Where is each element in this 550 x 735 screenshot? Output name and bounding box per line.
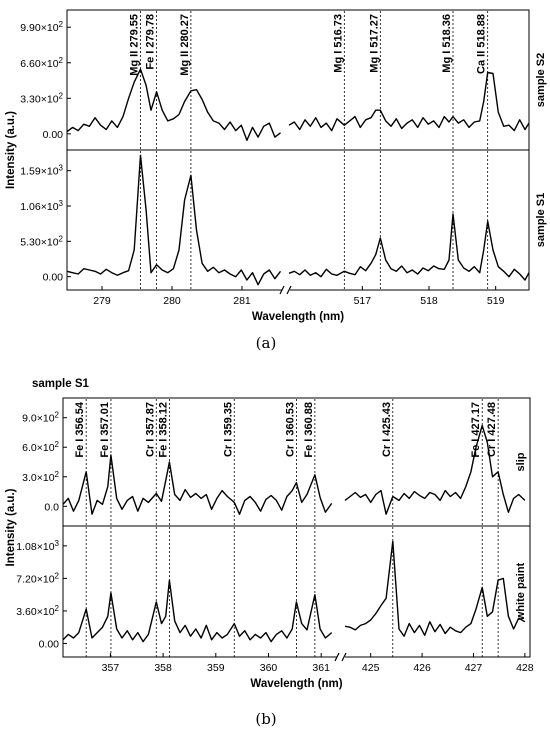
figure-caption: (b): [255, 710, 276, 728]
x-tick-label: 361: [312, 662, 330, 674]
series-label: sample S2: [535, 53, 547, 107]
peak-label: Cr I 425.43: [381, 402, 393, 457]
series-line-slip: [62, 454, 333, 515]
y-tick-label: 9.90×102: [20, 20, 63, 34]
x-tick-label: 427: [465, 662, 483, 674]
axis-break-mark: [279, 285, 285, 295]
series-label: sample S1: [535, 193, 547, 247]
x-axis-label: Wavelength (nm): [252, 311, 344, 323]
y-tick-label: 0.00: [43, 272, 64, 284]
peak-label: Cr I 360.53: [284, 402, 296, 457]
series-line-sample-s1: [288, 213, 530, 281]
y-tick-label: 1.08×103: [16, 539, 59, 553]
y-tick-label: 0.00: [43, 129, 64, 141]
y-tick-label: 6.0×102: [22, 440, 59, 454]
y-tick-label: 1.06×103: [20, 199, 63, 213]
x-tick-label: 426: [413, 662, 431, 674]
chart-title: sample S1: [32, 378, 89, 390]
chart-panel-b: Fe I 356.54 Fe I 357.01 Cr I 357.87 Fe I 35…: [5, 378, 534, 728]
x-axis-label: Wavelength (nm): [250, 678, 342, 690]
axis-break-mark: [334, 652, 340, 662]
series-line-slip: [344, 424, 526, 515]
x-tick-label: 517: [354, 295, 372, 307]
peak-label: Cr I 427.48: [486, 402, 498, 457]
peak-label: Fe I 360.88: [303, 402, 315, 458]
axis-break-mark: [286, 285, 292, 295]
peak-label: Fe I 357.01: [99, 402, 111, 458]
x-tick-label: 360: [260, 662, 278, 674]
peak-label: Cr I 359.35: [222, 402, 234, 457]
x-tick-label: 428: [516, 662, 534, 674]
y-tick-label: 3.30×102: [20, 91, 63, 105]
series-line-white-paint: [344, 540, 526, 637]
chart-panel-a: Mg II 279.55 Fe I 279.78 Mg II 280.27 Mg I …: [5, 9, 547, 352]
x-tick-label: 359: [207, 662, 225, 674]
x-tick-label: 281: [233, 295, 251, 307]
peak-label: Mg II 279.55: [129, 14, 141, 76]
axis-break-mark: [341, 652, 347, 662]
x-tick-label: 279: [93, 295, 111, 307]
y-tick-label: 5.30×102: [20, 234, 63, 248]
peak-label: Fe I 356.54: [74, 401, 86, 458]
peak-label: Mg I 518.36: [441, 14, 453, 73]
y-axis-label: Intensity (a.u.): [5, 111, 17, 189]
peak-label: Fe I 279.78: [145, 14, 157, 70]
series-label: white paint: [515, 562, 527, 621]
series-line-white-paint: [62, 579, 333, 643]
peak-label: Ca II 518.88: [476, 14, 488, 74]
figure-caption: (a): [256, 334, 277, 352]
peak-label: Mg II 280.27: [179, 14, 191, 76]
x-tick-label: 357: [102, 662, 120, 674]
x-tick-label: 425: [362, 662, 380, 674]
peak-label: Fe I 358.12: [157, 402, 169, 458]
peak-label: Fe I 427.17: [470, 402, 482, 458]
peak-label: Mg I 517.27: [368, 14, 380, 73]
x-tick-label: 519: [487, 295, 505, 307]
y-tick-label: 9.0×102: [22, 411, 59, 425]
x-tick-label: 358: [154, 662, 172, 674]
y-axis-label: Intensity (a.u.): [5, 488, 17, 566]
series-line-sample-s2: [288, 71, 530, 132]
series-line-sample-s1: [66, 154, 282, 286]
peak-label: Cr I 357.87: [144, 402, 156, 457]
y-tick-label: 3.60×102: [16, 604, 59, 618]
y-tick-label: 0.0: [44, 501, 59, 513]
y-tick-label: 1.59×103: [20, 164, 63, 178]
axis-break-gap: [337, 654, 345, 660]
x-tick-label: 518: [420, 295, 438, 307]
y-tick-label: 6.60×102: [20, 56, 63, 70]
y-tick-label: 0.00: [39, 638, 60, 650]
x-tick-label: 280: [163, 295, 181, 307]
y-tick-label: 3.0×102: [22, 470, 59, 484]
series-label: slip: [515, 452, 527, 471]
axis-break-gap: [282, 287, 290, 293]
peak-label: Mg I 516.73: [332, 14, 344, 73]
y-tick-label: 7.20×102: [16, 571, 59, 585]
series-line-sample-s2: [66, 68, 281, 142]
